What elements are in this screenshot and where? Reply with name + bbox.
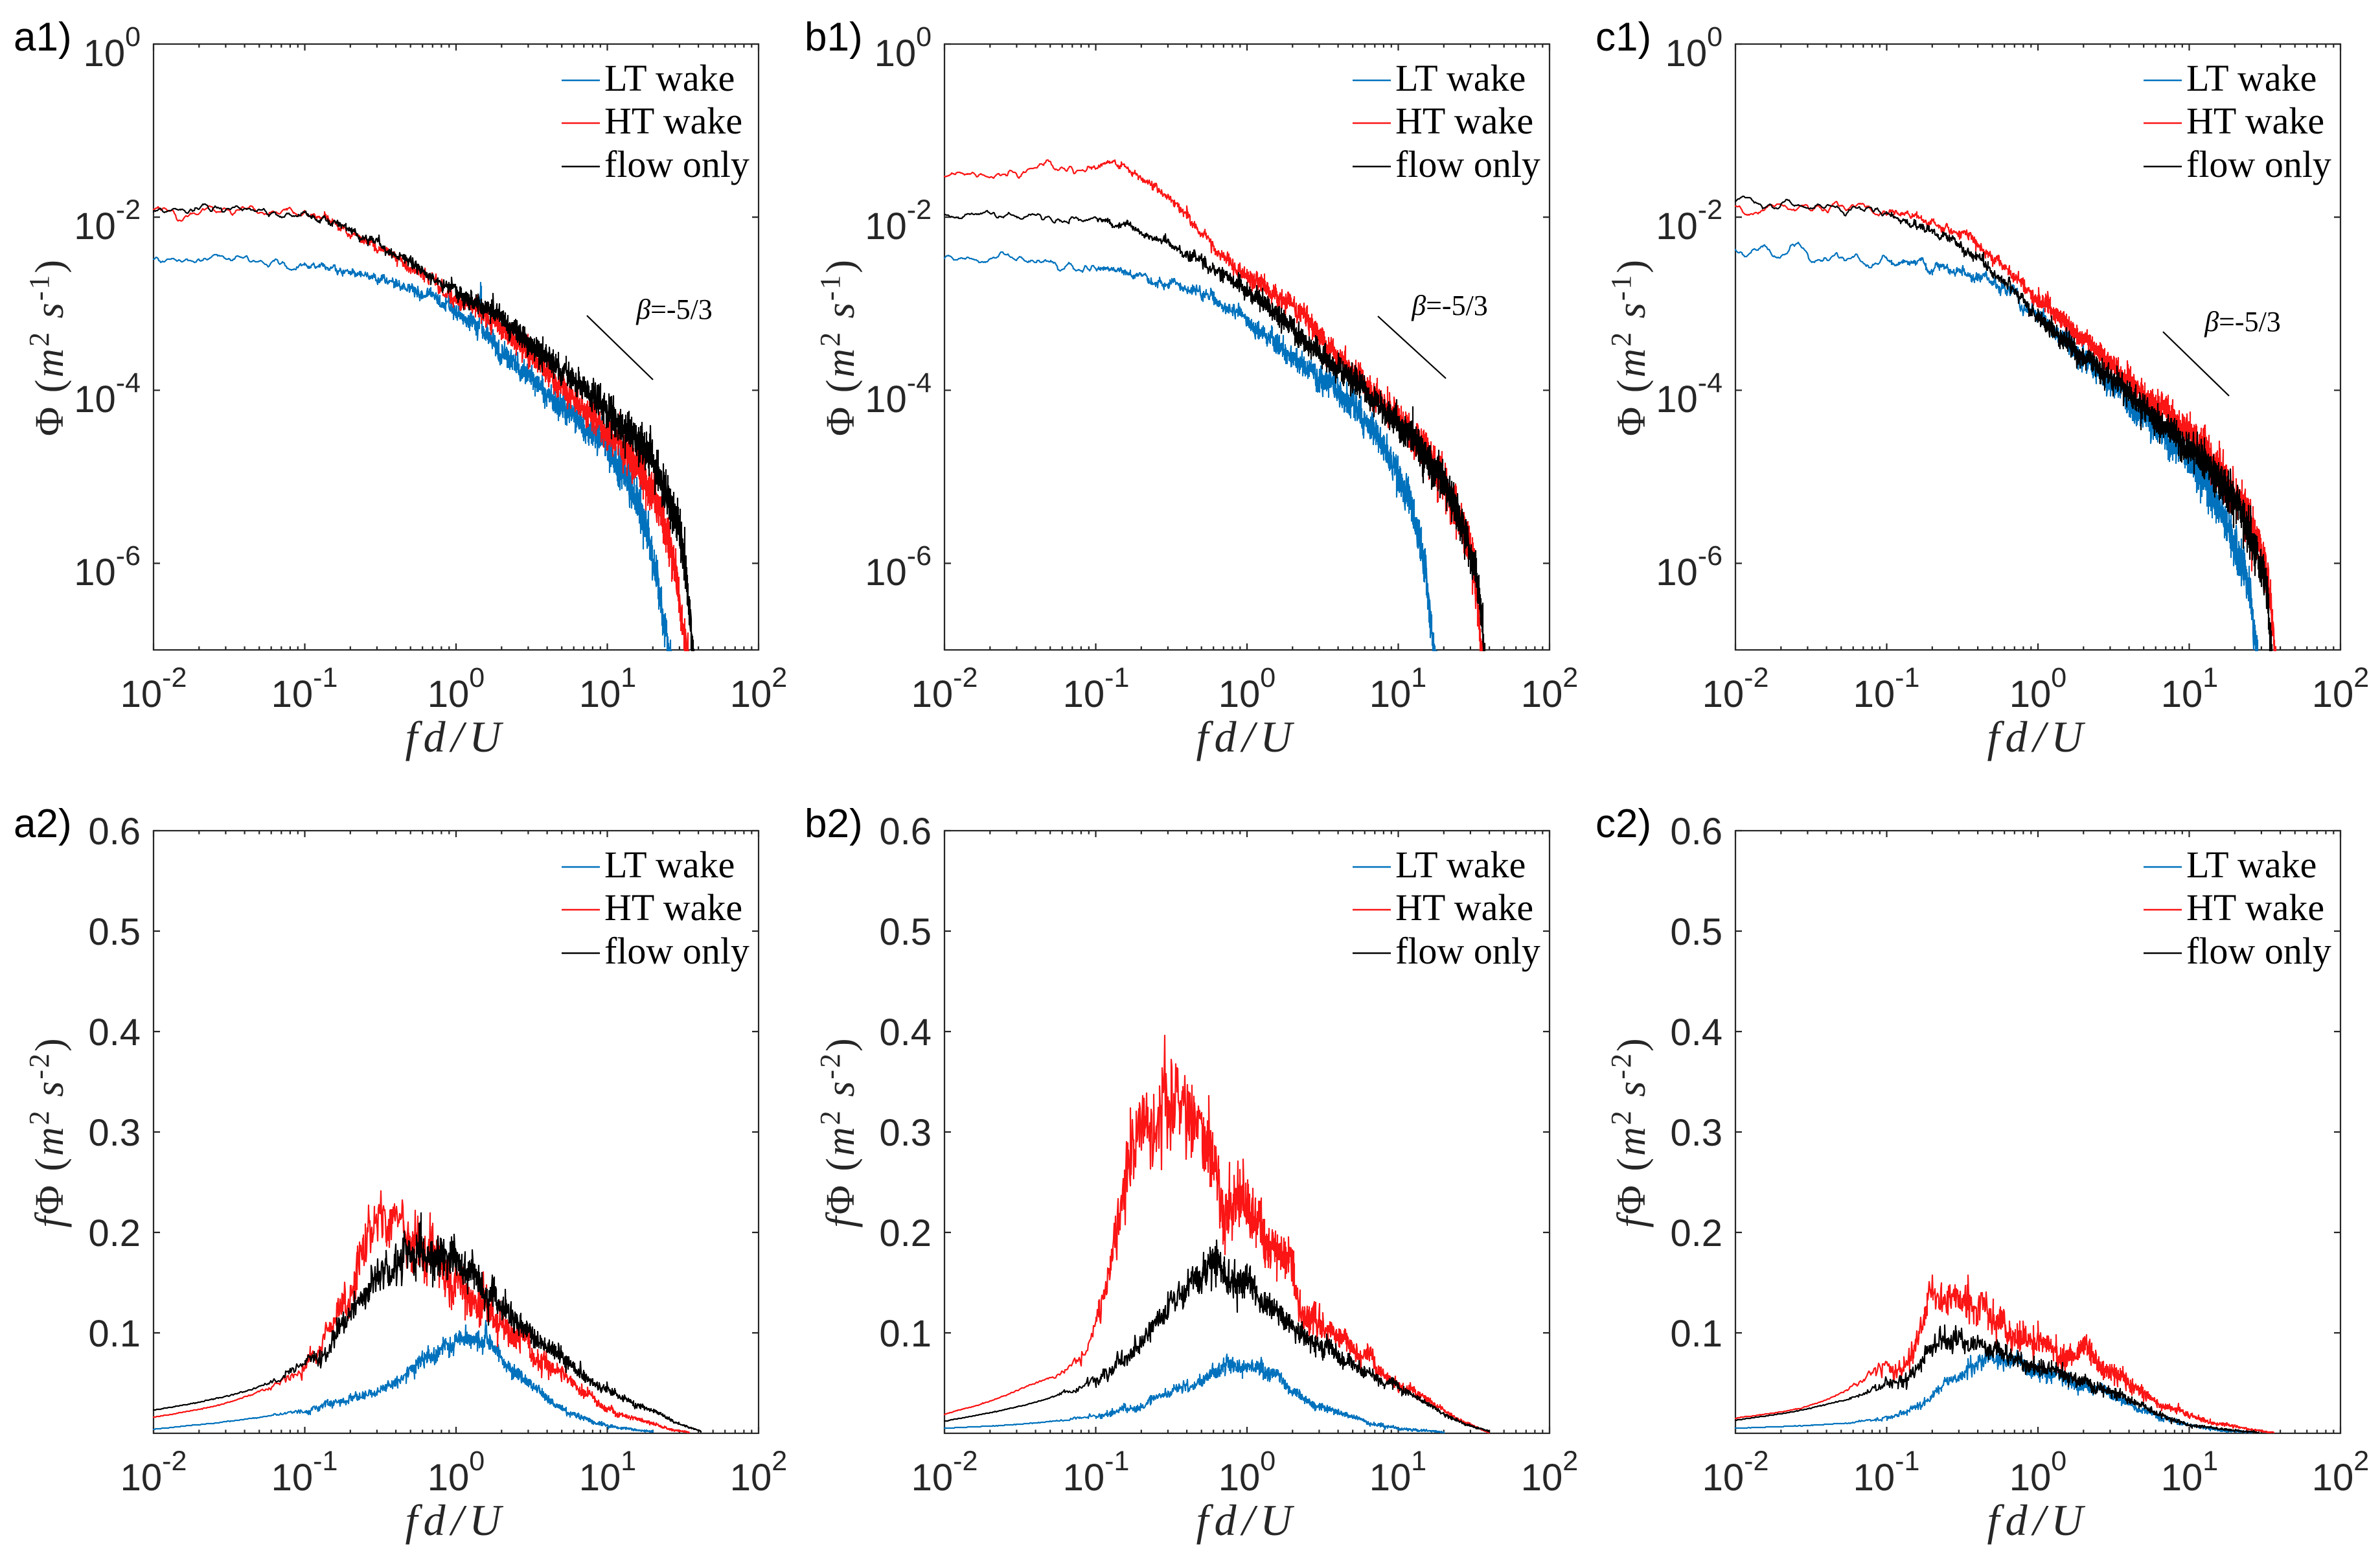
svg-text:HT wake: HT wake — [2186, 886, 2324, 929]
svg-text:LT wake: LT wake — [604, 57, 735, 99]
svg-text:0.6: 0.6 — [88, 811, 141, 853]
svg-text:0.4: 0.4 — [1670, 1011, 1722, 1054]
svg-text:LT wake: LT wake — [604, 844, 735, 886]
svg-text:0.2: 0.2 — [88, 1212, 141, 1254]
svg-text:fd/U: fd/U — [1196, 1495, 1298, 1545]
svg-text:fd/U: fd/U — [1987, 712, 2089, 761]
svg-text:LT wake: LT wake — [2186, 844, 2317, 886]
svg-text:LT wake: LT wake — [2186, 57, 2317, 99]
svg-text:a1): a1) — [14, 15, 72, 60]
svg-text:fΦ (m2 s-2): fΦ (m2 s-2) — [23, 1036, 72, 1227]
svg-text:0.2: 0.2 — [879, 1212, 932, 1254]
svg-text:HT wake: HT wake — [604, 886, 742, 929]
svg-text:fΦ (m2 s-2): fΦ (m2 s-2) — [1605, 1036, 1654, 1227]
svg-text:β=-5/3: β=-5/3 — [635, 294, 713, 325]
svg-text:HT wake: HT wake — [2186, 100, 2324, 142]
svg-text:β=-5/3: β=-5/3 — [1411, 290, 1488, 321]
svg-text:0.2: 0.2 — [1670, 1212, 1722, 1254]
svg-text:0.1: 0.1 — [1670, 1313, 1722, 1355]
svg-text:0.6: 0.6 — [1670, 811, 1722, 853]
svg-text:flow only: flow only — [2186, 930, 2331, 972]
svg-text:fd/U: fd/U — [1987, 1495, 2089, 1545]
svg-text:LT wake: LT wake — [1395, 57, 1526, 99]
svg-text:HT wake: HT wake — [1395, 886, 1533, 929]
svg-text:0.4: 0.4 — [879, 1011, 932, 1054]
svg-text:0.1: 0.1 — [88, 1313, 141, 1355]
svg-text:flow only: flow only — [604, 143, 749, 185]
svg-text:0.4: 0.4 — [88, 1011, 141, 1054]
svg-text:0.5: 0.5 — [879, 911, 932, 953]
svg-text:0.3: 0.3 — [879, 1112, 932, 1154]
svg-text:fd/U: fd/U — [1196, 712, 1298, 761]
svg-text:HT wake: HT wake — [604, 100, 742, 142]
svg-text:HT wake: HT wake — [1395, 100, 1533, 142]
svg-text:flow only: flow only — [1395, 143, 1540, 185]
svg-text:LT wake: LT wake — [1395, 844, 1526, 886]
svg-text:0.6: 0.6 — [879, 811, 932, 853]
svg-text:0.5: 0.5 — [1670, 911, 1722, 953]
svg-text:b2): b2) — [805, 802, 863, 846]
svg-text:a2): a2) — [14, 802, 72, 846]
svg-text:flow only: flow only — [2186, 143, 2331, 185]
svg-text:0.3: 0.3 — [1670, 1112, 1722, 1154]
svg-text:fd/U: fd/U — [406, 1495, 507, 1545]
svg-text:0.1: 0.1 — [879, 1313, 932, 1355]
svg-text:0.3: 0.3 — [88, 1112, 141, 1154]
svg-text:fd/U: fd/U — [406, 712, 507, 761]
svg-text:c1): c1) — [1596, 15, 1651, 60]
svg-text:b1): b1) — [805, 15, 863, 60]
svg-text:flow only: flow only — [604, 930, 749, 972]
svg-text:β=-5/3: β=-5/3 — [2204, 306, 2281, 338]
svg-text:0.5: 0.5 — [88, 911, 141, 953]
svg-text:c2): c2) — [1596, 802, 1651, 846]
svg-text:flow only: flow only — [1395, 930, 1540, 972]
